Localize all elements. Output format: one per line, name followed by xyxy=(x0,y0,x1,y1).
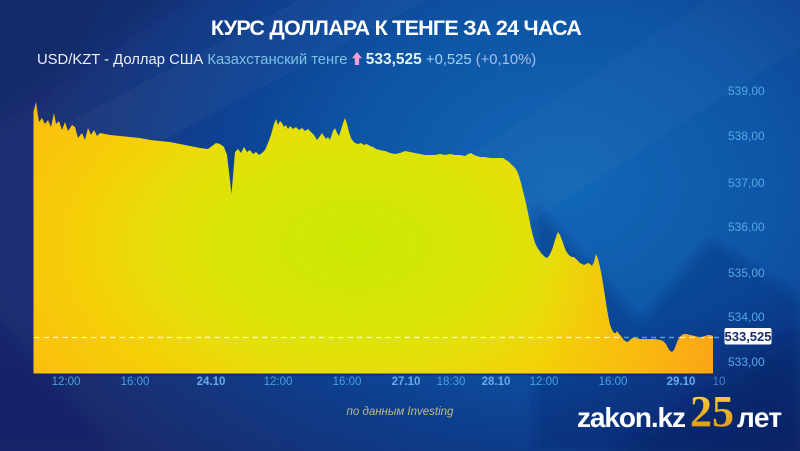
svg-text:533,525: 533,525 xyxy=(725,329,772,344)
svg-text:539,00: 539,00 xyxy=(728,84,765,98)
svg-text:24.10: 24.10 xyxy=(197,376,226,388)
svg-text:18:30: 18:30 xyxy=(437,376,466,388)
svg-text:16:00: 16:00 xyxy=(599,376,628,388)
svg-text:537,00: 537,00 xyxy=(728,176,765,190)
svg-text:27.10: 27.10 xyxy=(392,376,421,388)
svg-text:12:00: 12:00 xyxy=(264,376,293,388)
svg-text:538,00: 538,00 xyxy=(728,129,765,143)
svg-text:536,00: 536,00 xyxy=(728,220,765,234)
svg-text:12:00: 12:00 xyxy=(530,376,559,388)
svg-text:10: 10 xyxy=(713,376,726,388)
svg-text:534,00: 534,00 xyxy=(728,310,765,324)
svg-text:16:00: 16:00 xyxy=(333,376,362,388)
svg-text:533,00: 533,00 xyxy=(728,355,765,369)
svg-text:16:00: 16:00 xyxy=(121,376,150,388)
svg-text:28.10: 28.10 xyxy=(482,376,511,388)
svg-text:29.10: 29.10 xyxy=(667,376,696,388)
svg-text:12:00: 12:00 xyxy=(52,376,81,388)
svg-text:535,00: 535,00 xyxy=(728,266,765,280)
